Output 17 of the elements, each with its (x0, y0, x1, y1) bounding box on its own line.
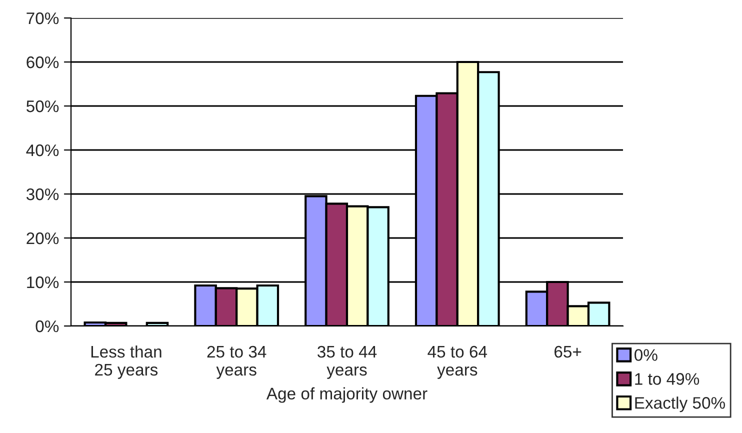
x-tick-label: 25 to 34 years (207, 346, 266, 379)
x-tick-label: 65+ (554, 346, 582, 358)
legend-label: 1 to 49% (635, 373, 700, 385)
x-tick-label: 45 to 64 years (428, 346, 488, 379)
y-tick-label: 20% (26, 232, 59, 244)
legend-label: Exactly 50% (635, 396, 725, 412)
y-tick-label: 0% (36, 320, 59, 332)
y-tick-label: 40% (26, 144, 59, 156)
y-tick-label: 70% (26, 12, 59, 24)
legend-label: 0% (634, 349, 658, 361)
x-tick-label: 35 to 44 years (318, 346, 377, 379)
y-tick-label: 50% (26, 100, 59, 112)
x-axis-title: Age of majority owner (266, 387, 428, 403)
y-tick-label: 60% (26, 56, 59, 68)
y-tick-label: 10% (27, 276, 59, 288)
y-tick-label: 30% (26, 188, 59, 200)
x-tick-label: Less than 25 years (91, 345, 162, 379)
